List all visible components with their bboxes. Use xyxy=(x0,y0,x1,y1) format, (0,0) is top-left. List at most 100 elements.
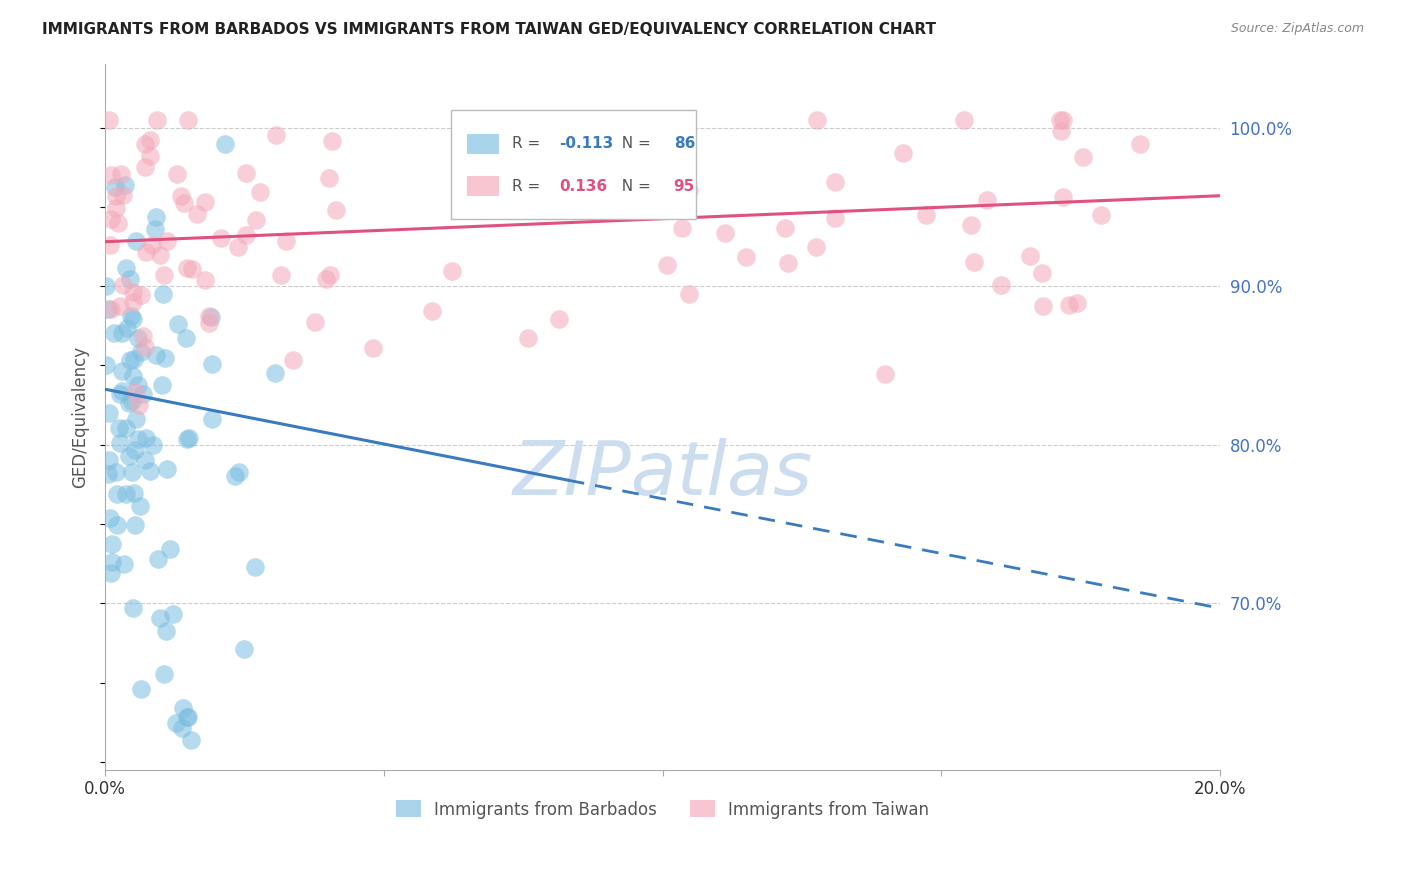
Point xyxy=(159,541,181,556)
Point xyxy=(325,203,347,218)
FancyBboxPatch shape xyxy=(467,177,499,196)
Point xyxy=(97,302,120,317)
Point xyxy=(115,420,138,434)
Point xyxy=(148,551,170,566)
Point xyxy=(121,394,143,409)
Point xyxy=(108,420,131,434)
Point xyxy=(129,287,152,301)
Point xyxy=(125,234,148,248)
Point xyxy=(131,329,153,343)
Point xyxy=(122,295,145,310)
Point xyxy=(128,499,150,513)
Point xyxy=(115,321,138,335)
Point xyxy=(111,326,134,341)
Point xyxy=(177,112,200,127)
Point xyxy=(145,211,167,225)
Point xyxy=(127,331,149,345)
Point xyxy=(129,344,152,359)
Point xyxy=(1032,299,1054,313)
Point xyxy=(134,136,156,151)
Point xyxy=(97,453,120,467)
Point xyxy=(122,285,145,300)
Point xyxy=(1031,267,1053,281)
Point xyxy=(773,221,796,235)
Legend: Immigrants from Barbados, Immigrants from Taiwan: Immigrants from Barbados, Immigrants fro… xyxy=(389,794,936,825)
Point xyxy=(363,341,385,355)
Point xyxy=(125,411,148,425)
Point xyxy=(96,279,118,293)
Point xyxy=(98,511,121,525)
Point xyxy=(226,240,249,254)
Point xyxy=(420,304,443,318)
Point xyxy=(110,167,132,181)
Point xyxy=(155,351,177,365)
Point xyxy=(108,299,131,313)
Point xyxy=(100,212,122,227)
Point xyxy=(249,185,271,199)
Point xyxy=(179,431,201,445)
Point xyxy=(141,237,163,252)
Point xyxy=(156,462,179,476)
Point xyxy=(270,268,292,282)
Point xyxy=(105,487,128,501)
Point xyxy=(114,178,136,193)
Point xyxy=(135,245,157,260)
Point xyxy=(118,272,141,286)
Text: 86: 86 xyxy=(673,136,695,152)
Point xyxy=(963,255,986,269)
Point xyxy=(198,316,221,330)
Point xyxy=(139,133,162,147)
Point xyxy=(824,211,846,225)
Point xyxy=(614,190,637,204)
Point xyxy=(200,310,222,324)
Point xyxy=(149,248,172,262)
Point xyxy=(1052,112,1074,127)
Point xyxy=(97,467,120,482)
Point xyxy=(115,487,138,501)
Point xyxy=(103,326,125,340)
Point xyxy=(201,357,224,371)
Point xyxy=(127,432,149,446)
Point xyxy=(990,278,1012,293)
Point xyxy=(180,733,202,747)
Point xyxy=(96,358,118,372)
Point xyxy=(143,222,166,236)
FancyBboxPatch shape xyxy=(451,110,696,219)
Point xyxy=(952,112,974,127)
Point xyxy=(114,260,136,275)
Point xyxy=(655,258,678,272)
Point xyxy=(100,537,122,551)
Point xyxy=(129,682,152,697)
Point xyxy=(1129,136,1152,151)
Point xyxy=(873,367,896,381)
Point xyxy=(264,366,287,380)
Text: R =: R = xyxy=(512,178,546,194)
Point xyxy=(155,235,177,249)
Point xyxy=(132,387,155,401)
Point xyxy=(166,317,188,331)
Point xyxy=(1071,150,1094,164)
Text: ZIPatlas: ZIPatlas xyxy=(512,437,813,509)
Point xyxy=(824,175,846,189)
Point xyxy=(112,558,135,572)
Point xyxy=(152,287,174,301)
Point xyxy=(319,268,342,283)
Point xyxy=(120,310,142,324)
Point xyxy=(806,240,828,254)
Point xyxy=(142,438,165,452)
Point xyxy=(318,171,340,186)
Point xyxy=(228,465,250,479)
Point xyxy=(605,197,627,211)
Point xyxy=(118,396,141,410)
Point xyxy=(111,277,134,292)
Point xyxy=(128,398,150,412)
Point xyxy=(118,353,141,368)
Point xyxy=(112,188,135,202)
Text: N =: N = xyxy=(613,178,657,194)
Point xyxy=(321,134,343,148)
Point xyxy=(209,231,232,245)
Point xyxy=(173,196,195,211)
FancyBboxPatch shape xyxy=(467,134,499,153)
Point xyxy=(235,166,257,180)
Point xyxy=(146,112,169,127)
